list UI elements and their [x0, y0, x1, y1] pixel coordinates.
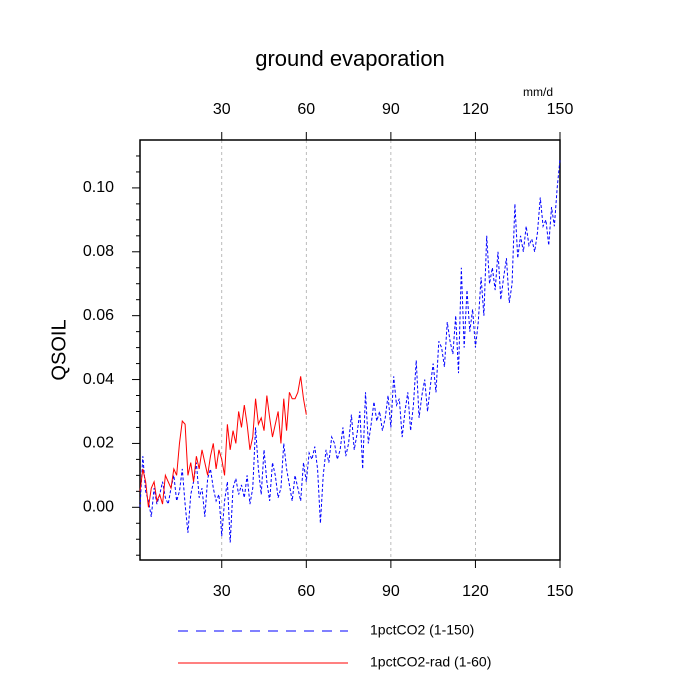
x-tick-label: 60: [297, 583, 315, 600]
unit-label: mm/d: [523, 85, 553, 99]
series-line: [139, 376, 307, 508]
x-tick-label: 120: [462, 583, 489, 600]
x-top-tick-label: 30: [213, 101, 231, 118]
chart-title: ground evaporation: [255, 46, 445, 71]
x-tick-label: 90: [382, 583, 400, 600]
x-tick-label: 150: [547, 583, 574, 600]
y-tick-label: 0.06: [83, 307, 114, 324]
x-top-tick-label: 90: [382, 101, 400, 118]
x-tick-label: 30: [213, 583, 231, 600]
y-axis-label: QSOIL: [48, 319, 70, 380]
legend-label: 1pctCO2 (1-150): [370, 622, 474, 638]
plot-frame: [139, 139, 561, 561]
y-tick-label: 0.08: [83, 243, 114, 260]
y-tick-label: 0.00: [83, 499, 114, 516]
y-tick-label: 0.04: [83, 371, 114, 388]
x-top-tick-label: 120: [462, 101, 489, 118]
x-top-tick-label: 150: [547, 101, 574, 118]
y-tick-label: 0.02: [83, 435, 114, 452]
y-tick-label: 0.10: [83, 179, 114, 196]
series-line: [139, 159, 561, 543]
legend-label: 1pctCO2-rad (1-60): [370, 654, 491, 670]
x-top-tick-label: 60: [297, 101, 315, 118]
